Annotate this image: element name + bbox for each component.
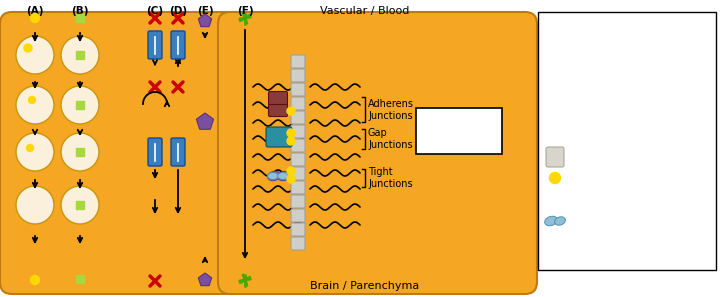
Text: Gap
Junctions: Gap Junctions	[368, 128, 413, 150]
Bar	[76, 51, 84, 59]
Text: Brain / Parenchyma: Brain / Parenchyma	[310, 281, 420, 291]
Ellipse shape	[268, 171, 280, 181]
FancyBboxPatch shape	[291, 223, 305, 236]
Text: (B): (B)	[71, 6, 89, 16]
Text: ZO-2: ZO-2	[570, 173, 593, 182]
Polygon shape	[198, 273, 212, 286]
Ellipse shape	[278, 171, 290, 181]
FancyBboxPatch shape	[269, 103, 287, 116]
Circle shape	[24, 44, 32, 52]
Text: B.  Adsorptive endocytosis: B. Adsorptive endocytosis	[544, 50, 660, 59]
Text: A. Receptor mediated
    endocytosis: A. Receptor mediated endocytosis	[544, 20, 639, 40]
Text: Adherens
Junctions: Adherens Junctions	[368, 99, 414, 121]
Circle shape	[61, 133, 99, 171]
Text: D. Efflux transporters: D. Efflux transporters	[544, 96, 638, 105]
Text: (C): (C)	[146, 6, 163, 16]
Circle shape	[16, 133, 54, 171]
Ellipse shape	[277, 173, 289, 179]
Circle shape	[287, 107, 295, 115]
FancyBboxPatch shape	[291, 139, 305, 152]
Text: (D): (D)	[169, 6, 187, 16]
Circle shape	[287, 137, 295, 145]
Text: Vascular / Blood: Vascular / Blood	[320, 6, 410, 16]
Circle shape	[16, 36, 54, 74]
Circle shape	[30, 13, 40, 23]
FancyBboxPatch shape	[546, 147, 564, 167]
Circle shape	[30, 276, 40, 285]
Circle shape	[16, 186, 54, 224]
FancyBboxPatch shape	[171, 31, 185, 59]
FancyBboxPatch shape	[291, 237, 305, 250]
Bar	[76, 14, 84, 22]
Circle shape	[61, 86, 99, 124]
FancyBboxPatch shape	[266, 127, 292, 147]
FancyBboxPatch shape	[171, 138, 185, 166]
FancyBboxPatch shape	[291, 55, 305, 68]
Text: ZO-1: ZO-1	[570, 152, 593, 162]
Circle shape	[287, 167, 295, 175]
Text: Endothelial
Cell: Endothelial Cell	[430, 120, 488, 142]
Text: Catenin: Catenin	[570, 217, 605, 225]
Circle shape	[61, 186, 99, 224]
Circle shape	[16, 86, 54, 124]
Circle shape	[61, 36, 99, 74]
Circle shape	[287, 175, 295, 183]
FancyBboxPatch shape	[291, 209, 305, 222]
FancyBboxPatch shape	[0, 12, 249, 294]
Bar	[76, 275, 84, 283]
Polygon shape	[198, 14, 212, 27]
Text: (A): (A)	[26, 6, 44, 16]
Ellipse shape	[545, 216, 557, 226]
FancyBboxPatch shape	[291, 111, 305, 124]
FancyBboxPatch shape	[416, 108, 502, 154]
FancyBboxPatch shape	[291, 181, 305, 194]
FancyBboxPatch shape	[291, 125, 305, 138]
Text: Actin cytoskeleton: Actin cytoskeleton	[570, 195, 650, 203]
Circle shape	[549, 173, 560, 184]
Text: E.  Passive diffusion: E. Passive diffusion	[544, 119, 631, 128]
FancyBboxPatch shape	[291, 195, 305, 208]
Ellipse shape	[268, 173, 279, 179]
Ellipse shape	[554, 217, 565, 225]
Text: F.  Paracellular transport: F. Paracellular transport	[544, 142, 650, 151]
Circle shape	[27, 145, 34, 151]
FancyBboxPatch shape	[291, 167, 305, 180]
Text: C.  Influx transporters: C. Influx transporters	[544, 73, 639, 82]
Text: (F): (F)	[237, 6, 253, 16]
Circle shape	[287, 129, 295, 137]
FancyBboxPatch shape	[291, 83, 305, 96]
FancyBboxPatch shape	[148, 138, 162, 166]
FancyBboxPatch shape	[291, 69, 305, 82]
Bar	[76, 201, 84, 209]
FancyBboxPatch shape	[148, 31, 162, 59]
Bar	[76, 148, 84, 156]
Text: (E): (E)	[197, 6, 213, 16]
FancyBboxPatch shape	[291, 97, 305, 110]
Bar	[76, 101, 84, 109]
Polygon shape	[197, 113, 214, 129]
Circle shape	[29, 97, 35, 103]
FancyBboxPatch shape	[218, 12, 537, 294]
FancyBboxPatch shape	[269, 91, 287, 105]
Text: Tight
Junctions: Tight Junctions	[368, 167, 413, 189]
FancyBboxPatch shape	[538, 12, 716, 270]
FancyBboxPatch shape	[291, 153, 305, 166]
